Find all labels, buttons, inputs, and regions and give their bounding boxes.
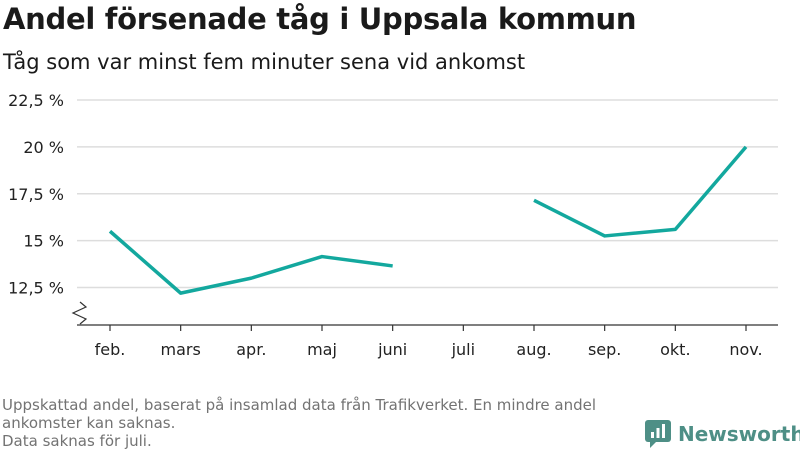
footnote-source: Uppskattad andel, baserat på insamlad da…: [2, 396, 597, 432]
y-tick-label: 20 %: [23, 138, 64, 157]
x-tick-label: juni: [377, 340, 407, 359]
chart-subtitle: Tåg som var minst fem minuter sena vid a…: [3, 50, 526, 74]
brand-name: Newsworthy: [678, 422, 800, 446]
y-tick-label: 17,5 %: [8, 185, 64, 204]
footnote-missing-data: Data saknas för juli.: [2, 432, 152, 450]
x-axis-ticks: feb. mars apr. maj juni juli aug. sep. okt. nov.: [95, 325, 763, 359]
x-tick-label: nov.: [729, 340, 762, 359]
x-tick-label: apr.: [236, 340, 266, 359]
y-axis-ticks: 12,5 % 15 % 17,5 % 20 % 22,5 %: [8, 91, 64, 298]
x-tick-label: sep.: [588, 340, 621, 359]
footnotes: Uppskattad andel, baserat på insamlad da…: [2, 396, 642, 450]
x-tick-label: mars: [161, 340, 201, 359]
series-line: [108, 229, 393, 295]
x-axis: [71, 301, 778, 326]
x-tick-label: okt.: [660, 340, 690, 359]
x-tick-label: feb.: [95, 340, 126, 359]
axis-break-icon: [71, 301, 88, 325]
grid-lines: [77, 99, 778, 289]
series-lines: [108, 145, 748, 295]
newsworthy-logo-icon: [645, 420, 671, 448]
chart-title: Andel försenade tåg i Uppsala kommun: [3, 2, 637, 36]
y-tick-label: 12,5 %: [8, 279, 64, 298]
x-tick-label: aug.: [516, 340, 551, 359]
y-tick-label: 22,5 %: [8, 91, 64, 110]
series-line: [533, 145, 748, 238]
brand-logo: Newsworthy: [645, 420, 800, 448]
y-tick-label: 15 %: [23, 232, 64, 251]
x-tick-label: maj: [307, 340, 337, 359]
x-tick-label: juli: [451, 340, 475, 359]
